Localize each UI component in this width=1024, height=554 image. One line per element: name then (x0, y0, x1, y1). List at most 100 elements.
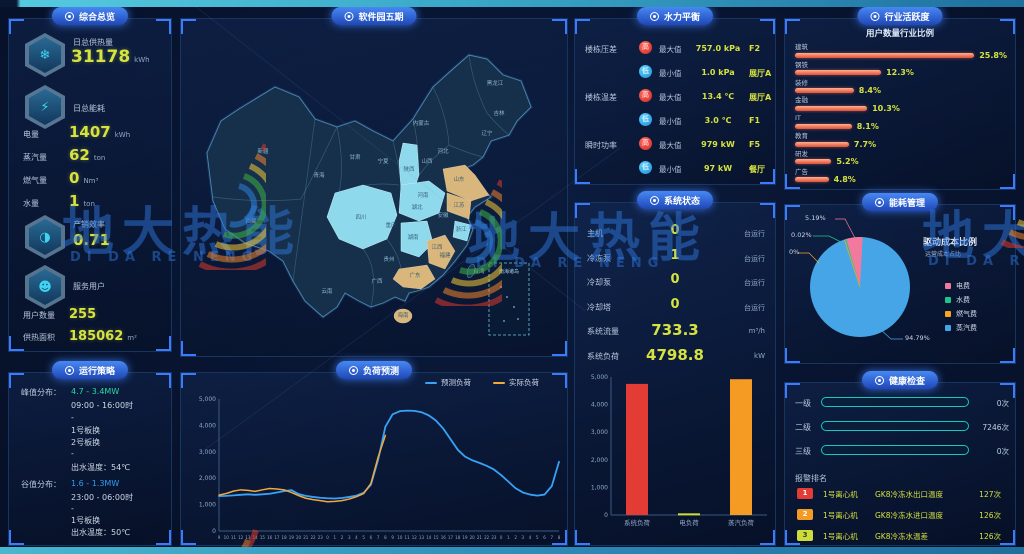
panel-header-industry: 行业活跃度 (857, 7, 943, 25)
x-tick-label: 3 (348, 535, 351, 540)
lightning-icon: ⚡ (29, 89, 61, 125)
x-tick-label: 16 (441, 535, 447, 540)
peak-range: 4.7 - 3.4MW (71, 387, 120, 396)
alarm-rank-badge: 2 (797, 509, 813, 520)
pie-subtitle: 运营成本占比 (925, 251, 962, 258)
legend-steam[interactable]: 蒸汽费 (945, 323, 977, 333)
hero2-label: 日总能耗 (73, 104, 105, 113)
y-tick-label: 3,000 (199, 449, 216, 456)
alarm-device: 1号离心机 (823, 532, 858, 541)
legend-actual-series[interactable]: 实际负荷 (493, 377, 539, 388)
cost-pie-chart[interactable] (785, 205, 1017, 365)
hydraulic-location: 餐厅 (749, 165, 765, 174)
y-tick-label: 0 (212, 528, 216, 535)
y-tick-label: 0 (604, 512, 608, 519)
hydraulic-kind-label: 最小值 (659, 69, 682, 78)
x-tick-label: 9 (391, 535, 394, 540)
industry-bar (795, 159, 832, 165)
users-label: 用户数量 (23, 311, 55, 320)
legend-forecast-series[interactable]: 预测负荷 (425, 377, 471, 388)
x-tick-label: 3 (522, 535, 525, 540)
stat-unit: Nm³ (83, 177, 99, 185)
province-label: 四川 (355, 214, 366, 221)
panel-header-forecast: 负荷预测 (335, 361, 413, 379)
industry-panel: 用户数量行业比例 建筑 25.8% 钢铁 12.3% 装修 8.4% 金融 10.3% IT 8.… (784, 18, 1016, 190)
hydraulic-value: 13.4 ℃ (701, 92, 735, 101)
x-tick-label: 14 (253, 535, 259, 540)
hydraulic-row: 楼栋温差 高最大值 13.4 ℃ 展厅A (575, 89, 775, 104)
province-label: 河北 (437, 147, 449, 155)
system-row-unit: 台运行 (744, 254, 765, 263)
x-tick-label: 1 (507, 535, 510, 540)
legend-label: 水费 (956, 296, 970, 304)
system-icon (649, 195, 659, 205)
system-row-unit: 台运行 (744, 230, 765, 238)
panel-header-strategy: 运行策略 (51, 361, 129, 379)
x-tick-label: 22 (310, 535, 316, 540)
hero1-value-row: 31178 kWh (71, 47, 150, 67)
peak-unit2: 2号板换 (71, 438, 101, 447)
industry-bar-line: 25.8% (795, 50, 1007, 60)
hydraulic-row: 低最小值 97 kW 餐厅 (575, 161, 775, 176)
province-label: 河南 (417, 191, 429, 199)
industry-category-label: 广告 (795, 167, 808, 176)
x-tick-label: 11 (405, 535, 411, 540)
alarm-rank-badge: 3 (797, 530, 813, 541)
legend-label: 电费 (956, 282, 970, 290)
alarm-row: 3 1号离心机 GK8冷冻水温差 126次 (795, 529, 1007, 543)
x-tick-label: 0 (326, 535, 329, 540)
system-load-bar-chart[interactable]: 0 1,000 2,000 3,000 4,000 5,000 系统负荷 电负荷 蒸汽负荷 (579, 363, 773, 543)
strategy-icon (64, 365, 74, 375)
industry-icon (870, 11, 880, 21)
industry-bar-line: 4.8% (795, 175, 1007, 185)
max-badge-icon: 高 (639, 137, 652, 150)
panel-title-forecast: 负荷预测 (362, 366, 400, 377)
x-tick-label: 19 (462, 535, 468, 540)
peak-time: 09:00 - 16:00时 (71, 401, 134, 410)
industry-bar (795, 123, 852, 129)
area-label: 供热面积 (23, 333, 55, 342)
industry-bar (795, 141, 849, 147)
legend-electric[interactable]: 电费 (945, 281, 970, 291)
gas-dot (945, 311, 951, 317)
system-row-label: 冷却塔 (587, 302, 611, 312)
x-tick-label: 5 (362, 535, 365, 540)
industry-category-label: 建筑 (795, 43, 808, 51)
industry-row: 研发 5.2% (795, 150, 1007, 167)
china-map[interactable]: 南海诸岛 新疆西藏青海甘肃内蒙古宁夏陕西山西河北辽宁吉林黑龙江山东河南江苏安徽湖… (187, 25, 563, 352)
stat-row: 电量 1407 kWh (23, 123, 130, 141)
area-unit: m² (127, 334, 137, 342)
x-tick-label: 18 (455, 535, 461, 540)
alarm-rank-badge: 1 (797, 488, 813, 499)
system-row-value: 0 (670, 296, 680, 312)
industry-category-label: 金融 (795, 96, 808, 105)
province-label: 湖南 (407, 233, 419, 241)
hydraulic-location: F1 (749, 116, 761, 125)
x-tick-label: 23 (318, 535, 324, 540)
province-label: 陕西 (403, 165, 415, 173)
forecast-legend-label: 预测负荷 (441, 378, 471, 387)
system-row-unit: kW (754, 351, 765, 360)
x-tick-label: 13 (245, 535, 251, 540)
system-row: 冷却泵 0 台运行 (575, 272, 775, 290)
system-row-unit: 台运行 (744, 303, 765, 312)
ratio-value: 0.71 (73, 231, 111, 249)
legend-water[interactable]: 水费 (945, 295, 970, 305)
hydraulic-kind-label: 最大值 (659, 45, 682, 54)
industry-bar-line: 10.3% (795, 104, 1007, 113)
water-dot (945, 297, 951, 303)
level-count: 0次 (996, 399, 1009, 408)
industry-percent: 4.8% (833, 175, 856, 185)
stat-label: 水量 (23, 199, 39, 208)
industry-percent: 25.8% (979, 50, 1007, 60)
industry-bar-chart[interactable]: 建筑 25.8% 钢铁 12.3% 装修 8.4% 金融 10.3% IT 8.1% 教育 7.7% 研… (795, 43, 1007, 187)
panel-title-map: 软件园五期 (358, 12, 404, 23)
province-hunan (400, 220, 434, 258)
min-badge-icon: 低 (639, 113, 652, 126)
min-badge-icon: 低 (639, 161, 652, 174)
x-tick-label: 21 (303, 535, 309, 540)
legend-gas[interactable]: 燃气费 (945, 309, 977, 319)
health-panel: 一级 0次 二级 7246次 三级 0次 报警排名 1 1号离心机 GK8冷冻水出口… (784, 382, 1016, 546)
pie-connector (813, 235, 842, 243)
